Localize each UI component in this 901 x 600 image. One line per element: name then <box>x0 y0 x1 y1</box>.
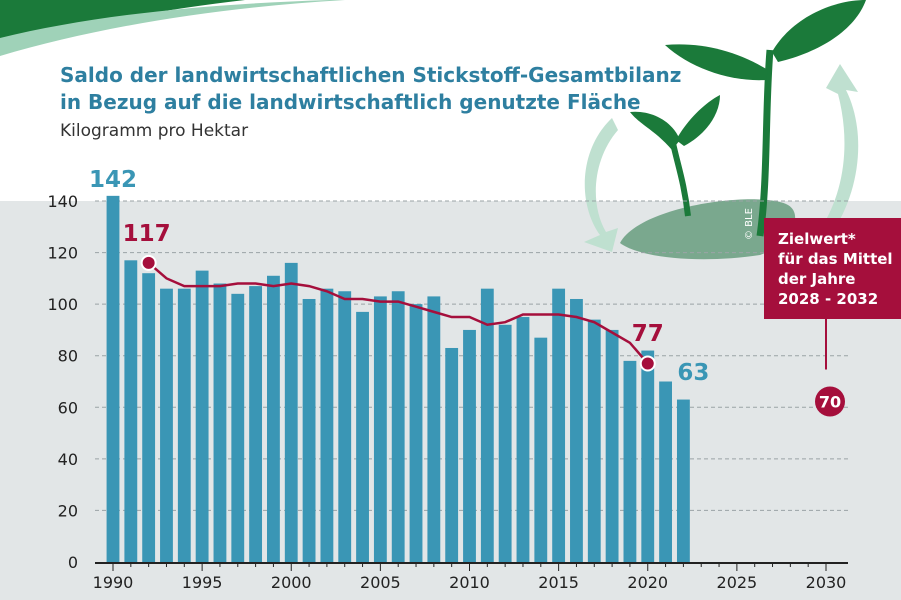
bar <box>409 304 423 562</box>
bar <box>142 273 156 562</box>
bar <box>498 324 512 562</box>
bar <box>338 291 352 562</box>
x-tick-label: 2020 <box>627 573 668 592</box>
target-label-line: für das Mittel <box>778 250 893 268</box>
bar <box>427 296 441 562</box>
chart-title-line2: in Bezug auf die landwirtschaftlich genu… <box>60 90 641 114</box>
target-label-line: der Jahre <box>778 270 855 288</box>
trend-line <box>140 254 656 372</box>
bar <box>534 337 548 562</box>
bar <box>659 381 672 562</box>
line-start-value-label: 117 <box>123 221 171 247</box>
y-tick-label: 100 <box>47 295 78 314</box>
chart-title-line1: Saldo der landwirtschaftlichen Stickstof… <box>60 63 681 87</box>
y-tick-label: 40 <box>58 450 78 469</box>
x-tick-label: 2005 <box>360 573 401 592</box>
y-tick-label: 0 <box>68 553 78 572</box>
bar <box>356 311 369 562</box>
bar <box>249 286 263 562</box>
bars <box>106 195 690 563</box>
y-tick-label: 60 <box>58 398 78 417</box>
bar <box>195 270 209 562</box>
y-tick-label: 80 <box>58 347 78 366</box>
y-tick-label: 20 <box>58 501 78 520</box>
bar <box>320 288 334 562</box>
bar <box>391 291 405 562</box>
bar <box>284 262 298 562</box>
bar <box>516 317 530 562</box>
bar <box>373 296 387 562</box>
soil-mound <box>620 199 796 260</box>
bar <box>231 293 245 562</box>
bar <box>641 350 655 562</box>
bar <box>445 347 459 562</box>
bar <box>570 298 583 562</box>
y-axis: 0 20 40 60 80 100 120 140 <box>47 192 78 572</box>
bar <box>302 298 316 562</box>
x-tick-label: 1995 <box>182 573 223 592</box>
bar <box>463 329 476 562</box>
trend-line-start-point <box>140 254 157 271</box>
x-tick-label: 2030 <box>806 573 847 592</box>
arrow-up-right-decoration <box>820 64 859 236</box>
trend-line-path <box>147 261 649 365</box>
target-label-line: Zielwert* <box>778 230 856 248</box>
bar <box>124 260 138 562</box>
y-tick-label: 120 <box>47 244 78 263</box>
x-axis: 1990 1995 2000 2005 2010 2015 2020 2025 2030 <box>93 562 848 592</box>
plant-illustration: © BLE <box>584 0 866 260</box>
target-label-box <box>764 218 901 319</box>
x-tick-label: 2025 <box>717 573 758 592</box>
bar <box>587 319 601 562</box>
x-tick-label: 2010 <box>449 573 490 592</box>
unit-label: Kilogramm pro Hektar <box>60 121 248 141</box>
line-end-value-label: 77 <box>632 321 664 347</box>
x-tick-label: 2015 <box>538 573 579 592</box>
bar <box>106 195 120 563</box>
bar <box>623 360 637 562</box>
bar <box>267 275 280 562</box>
first-bar-value-label: 142 <box>89 167 137 193</box>
x-tick-label: 1990 <box>93 573 134 592</box>
bar <box>676 399 690 562</box>
target-value-marker <box>815 386 845 417</box>
annotations: 142 117 77 63 Zielwert* für das Mittel der Jah… <box>89 167 901 417</box>
trend-line-end-point <box>639 355 656 372</box>
bar <box>605 329 619 562</box>
arrow-down-left-decoration <box>584 118 618 252</box>
y-tick-label: 140 <box>47 192 78 211</box>
credit-label: © BLE <box>744 208 755 240</box>
bar <box>552 288 566 562</box>
bar <box>177 288 191 562</box>
bar <box>213 283 227 562</box>
bar <box>480 288 494 562</box>
bar <box>160 288 173 562</box>
x-tick-label: 2000 <box>271 573 312 592</box>
last-bar-value-label: 63 <box>677 360 709 386</box>
target-label-line: 2028 - 2032 <box>778 290 878 308</box>
target-value-label: 70 <box>819 393 841 412</box>
header-swoosh-decoration <box>0 0 345 56</box>
